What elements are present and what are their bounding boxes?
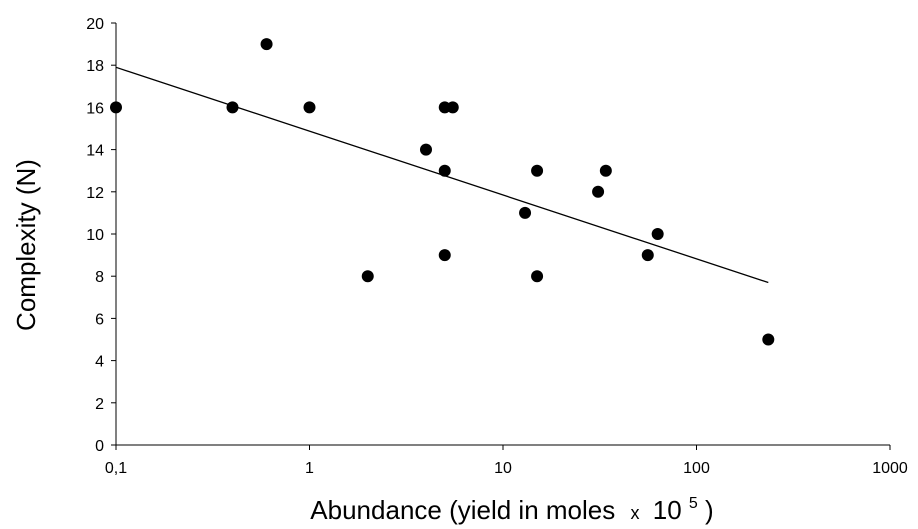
data-points	[110, 38, 775, 346]
y-tick-label: 16	[86, 100, 104, 117]
data-point	[438, 249, 451, 262]
y-tick-label: 8	[95, 269, 104, 286]
data-point	[110, 101, 122, 114]
x-axis-title-close: )	[705, 495, 714, 525]
data-point	[592, 185, 605, 198]
x-axis-ticks: 0,1 1 10 100 1000	[105, 445, 908, 477]
data-point	[531, 164, 544, 177]
data-point	[531, 270, 544, 283]
y-tick-label: 2	[95, 396, 104, 413]
x-tick-label: 1	[305, 460, 314, 477]
data-point	[361, 270, 374, 283]
x-axis-title-exponent: 5	[689, 495, 698, 512]
y-tick-label: 12	[86, 185, 104, 202]
data-point	[641, 249, 654, 262]
y-tick-label: 20	[86, 16, 104, 33]
y-tick-label: 4	[95, 354, 104, 371]
y-axis-title: Complexity (N)	[11, 159, 41, 331]
y-tick-label: 14	[86, 143, 104, 160]
y-tick-label: 6	[95, 311, 104, 328]
data-point	[260, 38, 273, 51]
x-tick-label: 10	[494, 460, 512, 477]
x-axis-title-main: Abundance (yield in moles	[310, 495, 615, 525]
y-axis-ticks: 0 2 4 6 8 10 12 14 16 18 20	[86, 16, 116, 455]
x-tick-label: 100	[683, 460, 710, 477]
x-tick-label: 1000	[872, 460, 908, 477]
data-point	[226, 101, 239, 114]
y-tick-label: 0	[95, 438, 104, 455]
data-point	[599, 164, 612, 177]
data-point	[519, 206, 532, 219]
x-axis-title-multiplier: x	[631, 503, 640, 523]
data-point	[762, 333, 775, 346]
data-point	[303, 101, 316, 114]
data-point	[419, 143, 432, 156]
y-tick-label: 10	[86, 227, 104, 244]
x-tick-label: 0,1	[105, 460, 127, 477]
x-axis-title: Abundance (yield in moles x 10 5 )	[310, 484, 713, 525]
data-point	[446, 101, 459, 114]
y-tick-label: 18	[86, 58, 104, 75]
data-point	[438, 164, 451, 177]
data-point	[651, 228, 664, 240]
x-axis-title-base: 10	[653, 495, 682, 525]
